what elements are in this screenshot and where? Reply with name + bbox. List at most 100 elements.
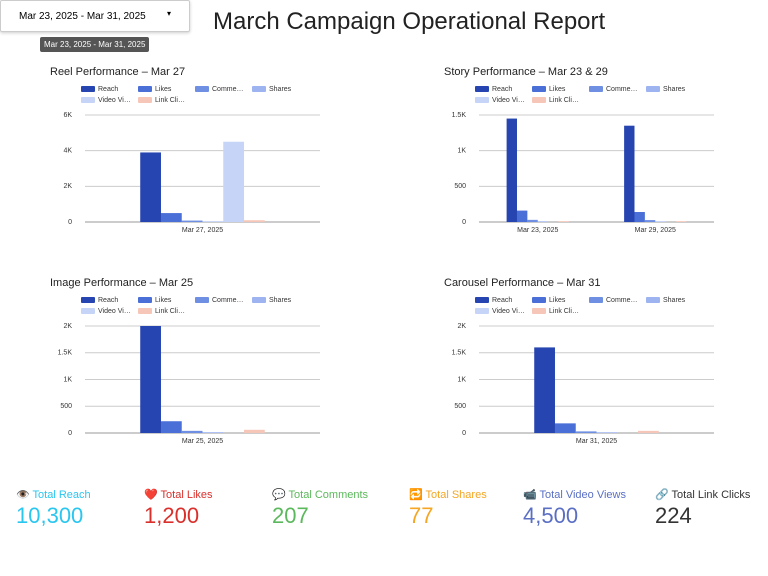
bar [638, 430, 659, 433]
legend-swatch [532, 86, 546, 92]
y-tick-label: 2K [63, 183, 72, 190]
legend-swatch [81, 308, 95, 314]
legend-swatch [81, 86, 95, 92]
y-tick-label: 0 [68, 219, 72, 226]
legend-label: Comme… [212, 86, 244, 93]
legend-swatch [646, 86, 660, 92]
y-tick-label: 6K [63, 112, 72, 119]
kpi: 🔁 Total Shares 77 [409, 488, 487, 529]
kpi-label: ❤️ Total Likes [144, 489, 213, 501]
legend-swatch [532, 297, 546, 303]
kpi-label: 📹 Total Video Views [523, 489, 626, 501]
y-tick-label: 1K [457, 148, 466, 155]
bar [534, 347, 555, 433]
y-tick-label: 500 [454, 403, 466, 410]
bar [160, 213, 182, 222]
legend-label: Video Vi… [98, 97, 131, 104]
legend-label: Reach [492, 86, 512, 93]
chart-title: Reel Performance – Mar 27 [50, 66, 185, 78]
legend-label: Comme… [606, 297, 638, 304]
y-tick-label: 4K [63, 148, 72, 155]
bar [160, 421, 182, 433]
bar [676, 221, 687, 222]
legend-label: Reach [98, 86, 118, 93]
bar [181, 430, 203, 433]
legend-swatch [475, 86, 489, 92]
chart-title: Story Performance – Mar 23 & 29 [444, 66, 608, 78]
legend-label: Video Vi… [492, 308, 525, 315]
bar [140, 152, 161, 222]
kpi-value: 4,500 [523, 503, 579, 528]
kpi-value: 10,300 [16, 503, 84, 528]
bar [596, 432, 618, 433]
legend-label: Link Cli… [155, 97, 185, 104]
legend-label: Likes [155, 86, 172, 93]
chart-title: Carousel Performance – Mar 31 [444, 277, 601, 289]
legend-swatch [252, 86, 266, 92]
y-tick-label: 1K [457, 376, 466, 383]
bar [624, 125, 635, 222]
legend-label: Link Cli… [549, 308, 579, 315]
legend-label: Shares [269, 86, 292, 93]
y-tick-label: 0 [462, 430, 466, 437]
y-tick-label: 0 [462, 219, 466, 226]
legend-swatch [475, 308, 489, 314]
y-tick-label: 2K [457, 323, 466, 330]
legend-swatch [252, 297, 266, 303]
x-tick-label: Mar 29, 2025 [635, 227, 676, 234]
chart-title: Image Performance – Mar 25 [50, 277, 193, 289]
legend-label: Link Cli… [155, 308, 185, 315]
bar [223, 141, 245, 222]
kpi: 🔗 Total Link Clicks 224 [655, 488, 750, 529]
bar [506, 118, 517, 222]
legend-label: Video Vi… [98, 308, 131, 315]
legend-swatch [646, 297, 660, 303]
y-tick-label: 500 [60, 403, 72, 410]
legend-swatch [81, 97, 95, 103]
legend-swatch [475, 97, 489, 103]
date-picker[interactable]: Mar 23, 2025 - Mar 31, 2025 ▾ [0, 0, 190, 32]
legend-swatch [81, 297, 95, 303]
legend-swatch [138, 97, 152, 103]
bar [244, 429, 265, 433]
bar [244, 220, 265, 222]
legend-label: Comme… [606, 86, 638, 93]
bar [516, 210, 528, 222]
bar [202, 432, 224, 433]
bar [527, 219, 538, 222]
legend-swatch [532, 308, 546, 314]
date-range: Mar 23, 2025 - Mar 31, 2025 [19, 11, 146, 22]
legend-swatch [138, 297, 152, 303]
kpi-value: 224 [655, 503, 692, 528]
kpi: 💬 Total Comments 207 [272, 488, 368, 529]
dropdown-arrow: ▾ [167, 9, 172, 18]
kpi-label: 🔗 Total Link Clicks [655, 489, 751, 501]
legend-swatch [195, 86, 209, 92]
bar [558, 221, 569, 222]
kpi: 👁️ Total Reach 10,300 [16, 488, 91, 529]
bar [554, 423, 576, 433]
x-tick-label: Mar 27, 2025 [182, 227, 223, 234]
tooltip: Mar 23, 2025 - Mar 31, 2025 [40, 37, 150, 52]
x-tick-label: Mar 31, 2025 [576, 438, 617, 445]
y-tick-label: 0 [68, 430, 72, 437]
y-tick-label: 1.5K [452, 350, 467, 357]
kpi: ❤️ Total Likes 1,200 [144, 488, 213, 529]
kpi-value: 1,200 [144, 503, 200, 528]
bar [537, 221, 549, 222]
legend-label: Reach [492, 297, 512, 304]
y-tick-label: 2K [63, 323, 72, 330]
kpi-label: 🔁 Total Shares [409, 489, 487, 501]
legend-label: Likes [155, 297, 172, 304]
bar [655, 221, 666, 222]
legend-label: Shares [663, 297, 686, 304]
report-title: March Campaign Operational Report [213, 8, 606, 35]
kpi-label: 👁️ Total Reach [16, 489, 91, 501]
bar [140, 326, 161, 433]
charts: Reel Performance – Mar 27 Reach Likes Comme… [50, 66, 714, 445]
legend-swatch [589, 297, 603, 303]
legend-swatch [195, 297, 209, 303]
legend-label: Video Vi… [492, 97, 525, 104]
x-tick-label: Mar 25, 2025 [182, 438, 223, 445]
